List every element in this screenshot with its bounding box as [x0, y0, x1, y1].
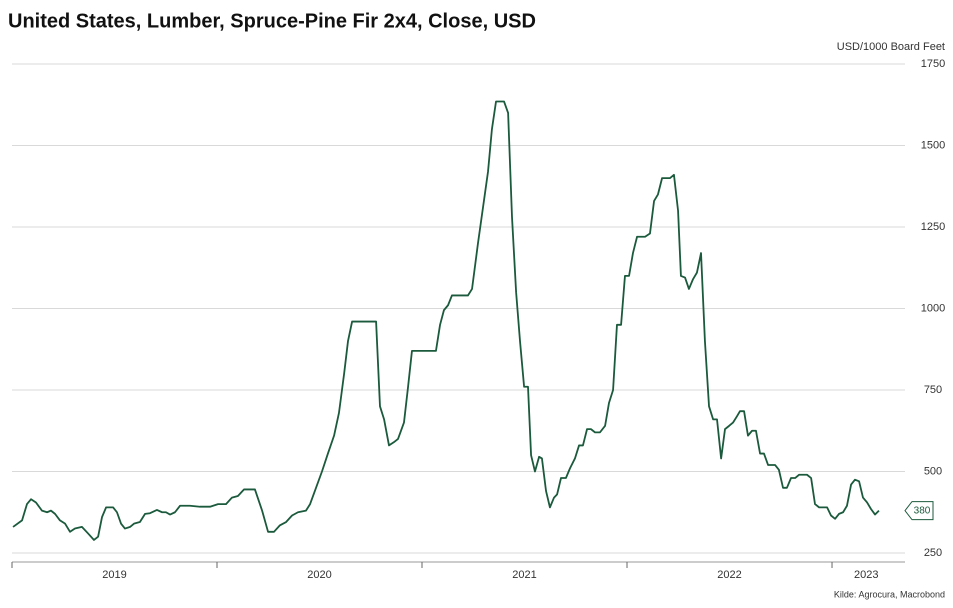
x-tick-label: 2019: [102, 569, 126, 581]
x-tick-label: 2022: [717, 569, 741, 581]
y-tick-label: 1500: [921, 139, 945, 151]
chart-title: United States, Lumber, Spruce-Pine Fir 2…: [8, 10, 536, 32]
x-tick-label: 2023: [854, 569, 878, 581]
y-tick-label: 1000: [921, 302, 945, 314]
line-series: [12, 100, 880, 541]
y-tick-label: 1750: [921, 58, 945, 70]
y-tick-label: 1250: [921, 221, 945, 233]
y-tick-label: 250: [924, 547, 942, 559]
source: Kilde: Agrocura, Macrobond: [834, 589, 945, 599]
y-tick-label: 750: [924, 384, 942, 396]
y-tick-label: 500: [924, 465, 942, 477]
y-axis-label: USD/1000 Board Feet: [837, 41, 945, 53]
last-value-box: [904, 501, 934, 521]
x-tick-label: 2021: [512, 569, 536, 581]
x-tick-label: 2020: [307, 569, 331, 581]
last-value-label: 380: [914, 505, 931, 516]
